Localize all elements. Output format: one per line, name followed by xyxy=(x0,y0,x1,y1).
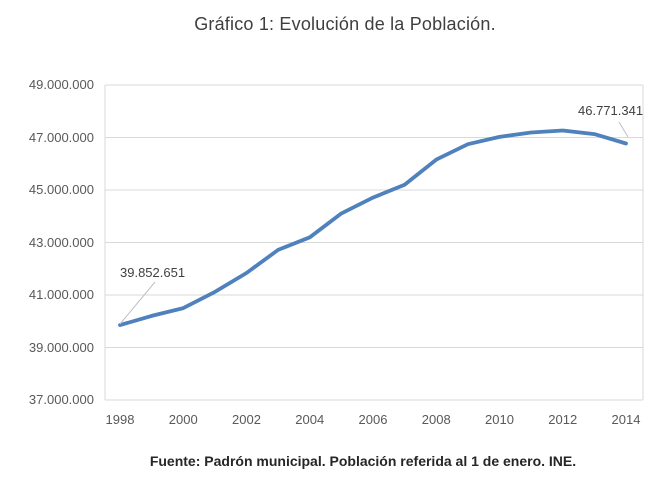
y-tick-label: 43.000.000 xyxy=(28,234,94,250)
x-tick-label: 2014 xyxy=(611,412,641,427)
y-tick-label: 41.000.000 xyxy=(28,287,94,302)
x-tick-label: 2008 xyxy=(421,412,451,427)
x-tick-label: 2012 xyxy=(548,412,578,427)
source-caption: Fuente: Padrón municipal. Población refe… xyxy=(149,453,577,469)
x-tick-label: 2002 xyxy=(232,412,261,427)
y-tick-label: 49.000.000 xyxy=(28,77,94,92)
x-tick-label: 2010 xyxy=(485,412,514,427)
leader-line xyxy=(119,281,156,325)
x-tick-label: 2004 xyxy=(295,412,325,427)
y-tick-label: 37.000.000 xyxy=(28,392,94,407)
y-tick-label: 47.000.000 xyxy=(28,129,94,145)
data-point-label: 46.771.341 xyxy=(578,103,644,118)
population-line-series xyxy=(118,128,628,328)
data-point-label: 39.852.651 xyxy=(120,265,186,280)
chart-title: Gráfico 1: Evolución de la Población. xyxy=(194,14,496,34)
y-tick-label: 45.000.000 xyxy=(28,182,94,197)
x-tick-label: 2006 xyxy=(358,412,388,427)
x-tick-label: 1998 xyxy=(105,412,135,427)
leader-line xyxy=(618,121,629,138)
x-tick-label: 2000 xyxy=(168,412,198,427)
y-tick-label: 39.000.000 xyxy=(28,339,94,355)
